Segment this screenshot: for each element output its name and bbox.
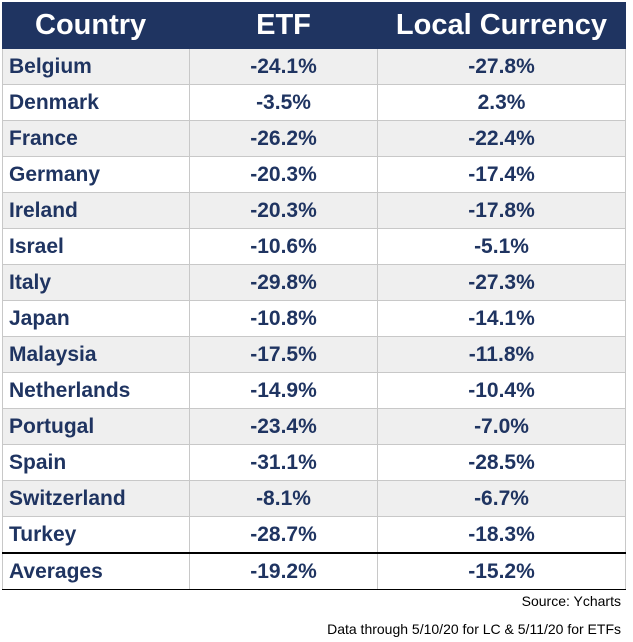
country-cell: Belgium bbox=[2, 48, 190, 85]
local-currency-cell: -5.1% bbox=[377, 228, 626, 265]
country-cell: Spain bbox=[2, 444, 190, 481]
etf-cell: -20.3% bbox=[189, 156, 378, 193]
country-cell: Denmark bbox=[2, 84, 190, 121]
local-currency-cell: -11.8% bbox=[377, 336, 626, 373]
etf-cell: -14.9% bbox=[189, 372, 378, 409]
table-row: Portugal -23.4% -7.0% bbox=[2, 408, 626, 445]
header-row: Country ETF Local Currency bbox=[2, 2, 626, 49]
local-currency-cell: -27.3% bbox=[377, 264, 626, 301]
etf-cell: -31.1% bbox=[189, 444, 378, 481]
averages-row: Averages -19.2% -15.2% bbox=[2, 552, 626, 590]
table-row: Ireland -20.3% -17.8% bbox=[2, 192, 626, 229]
local-currency-cell: -6.7% bbox=[377, 480, 626, 517]
etf-cell: -24.1% bbox=[189, 48, 378, 85]
returns-table-container: Country ETF Local Currency Belgium -24.1%… bbox=[2, 2, 626, 590]
etf-cell: -3.5% bbox=[189, 84, 378, 121]
table-row: Denmark -3.5% 2.3% bbox=[2, 84, 626, 121]
country-cell: Italy bbox=[2, 264, 190, 301]
local-currency-cell: -7.0% bbox=[377, 408, 626, 445]
table-row: Japan -10.8% -14.1% bbox=[2, 300, 626, 337]
country-cell: Switzerland bbox=[2, 480, 190, 517]
table-row: Italy -29.8% -27.3% bbox=[2, 264, 626, 301]
country-cell: Germany bbox=[2, 156, 190, 193]
etf-cell: -29.8% bbox=[189, 264, 378, 301]
local-currency-cell: -10.4% bbox=[377, 372, 626, 409]
header-local-currency: Local Currency bbox=[377, 2, 626, 49]
local-currency-cell: 2.3% bbox=[377, 84, 626, 121]
country-cell: Turkey bbox=[2, 516, 190, 554]
country-cell: Portugal bbox=[2, 408, 190, 445]
header-etf: ETF bbox=[189, 2, 378, 49]
table-row: Switzerland -8.1% -6.7% bbox=[2, 480, 626, 517]
table-row: Malaysia -17.5% -11.8% bbox=[2, 336, 626, 373]
table-header: Country ETF Local Currency bbox=[2, 2, 626, 49]
table-row: Spain -31.1% -28.5% bbox=[2, 444, 626, 481]
country-cell: Malaysia bbox=[2, 336, 190, 373]
table-row: Germany -20.3% -17.4% bbox=[2, 156, 626, 193]
table-body: Belgium -24.1% -27.8% Denmark -3.5% 2.3% Franc… bbox=[2, 48, 626, 554]
local-currency-cell: -28.5% bbox=[377, 444, 626, 481]
returns-table: Country ETF Local Currency Belgium -24.1%… bbox=[2, 2, 626, 590]
etf-cell: -10.8% bbox=[189, 300, 378, 337]
country-cell: Japan bbox=[2, 300, 190, 337]
averages-etf: -19.2% bbox=[189, 552, 378, 590]
table-row: Belgium -24.1% -27.8% bbox=[2, 48, 626, 85]
local-currency-cell: -27.8% bbox=[377, 48, 626, 85]
country-cell: Ireland bbox=[2, 192, 190, 229]
table-row: Netherlands -14.9% -10.4% bbox=[2, 372, 626, 409]
source-note: Source: Ycharts bbox=[521, 593, 621, 609]
local-currency-cell: -17.4% bbox=[377, 156, 626, 193]
averages-label: Averages bbox=[2, 552, 190, 590]
averages-local: -15.2% bbox=[377, 552, 626, 590]
etf-cell: -28.7% bbox=[189, 516, 378, 554]
table-row: France -26.2% -22.4% bbox=[2, 120, 626, 157]
table-row: Israel -10.6% -5.1% bbox=[2, 228, 626, 265]
local-currency-cell: -14.1% bbox=[377, 300, 626, 337]
header-country: Country bbox=[2, 2, 190, 49]
local-currency-cell: -18.3% bbox=[377, 516, 626, 554]
data-date-note: Data through 5/10/20 for LC & 5/11/20 fo… bbox=[327, 621, 621, 637]
etf-cell: -17.5% bbox=[189, 336, 378, 373]
table-footer: Averages -19.2% -15.2% bbox=[2, 552, 626, 590]
country-cell: Netherlands bbox=[2, 372, 190, 409]
local-currency-cell: -17.8% bbox=[377, 192, 626, 229]
etf-cell: -20.3% bbox=[189, 192, 378, 229]
country-cell: France bbox=[2, 120, 190, 157]
etf-cell: -8.1% bbox=[189, 480, 378, 517]
country-cell: Israel bbox=[2, 228, 190, 265]
local-currency-cell: -22.4% bbox=[377, 120, 626, 157]
etf-cell: -10.6% bbox=[189, 228, 378, 265]
etf-cell: -23.4% bbox=[189, 408, 378, 445]
etf-cell: -26.2% bbox=[189, 120, 378, 157]
table-row: Turkey -28.7% -18.3% bbox=[2, 516, 626, 554]
